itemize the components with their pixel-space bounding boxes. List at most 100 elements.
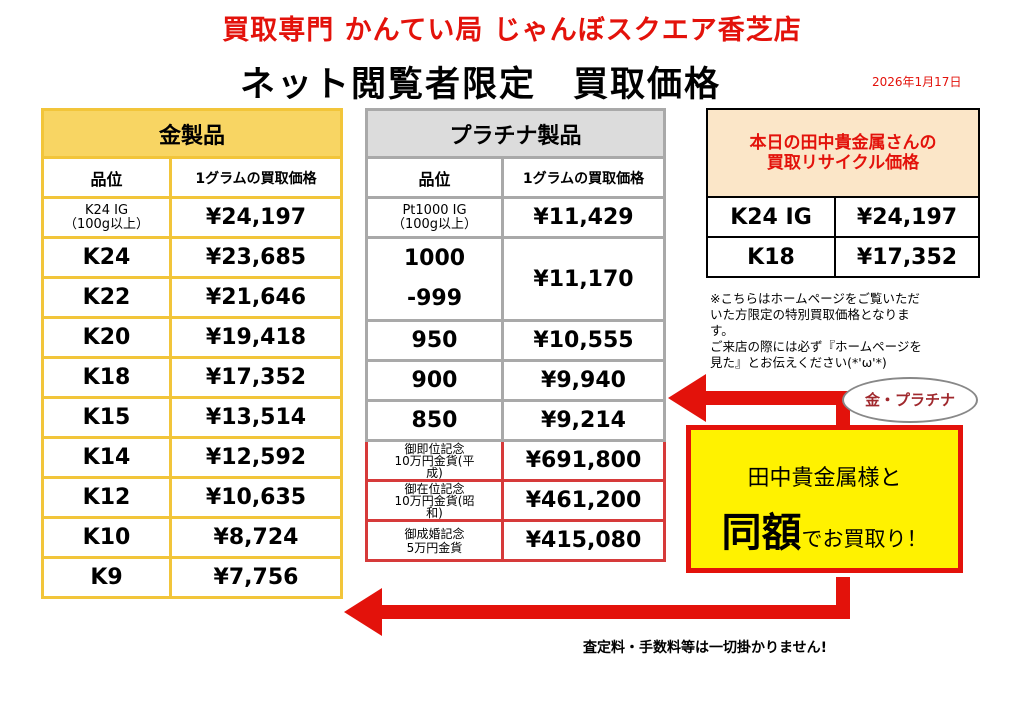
notice-line: いた方限定の特別買取価格となりま [710, 307, 910, 322]
page-title: ネット閲覧者限定 買取価格 [240, 65, 722, 105]
table-row: Pt1000 IG （100g以上） ¥11,429 [365, 196, 667, 239]
notice-line: ご来店の際には必ず『ホームページを [710, 339, 922, 354]
promo-line: 田中貴金属様と [747, 466, 902, 491]
arrow-to-gold-icon [344, 577, 850, 636]
price-cell: ¥11,170 [500, 236, 667, 322]
grade-line: -999 [406, 286, 463, 311]
table-row: K24 ¥23,685 [41, 236, 344, 279]
grade-cell: K20 [41, 316, 172, 359]
table-row: 御成婚記念 5万円金貨 ¥415,080 [365, 519, 667, 562]
arrow-to-platinum-icon [668, 374, 850, 427]
coin-name-line: 10万円金貨(平 [394, 453, 475, 468]
gold-col-grade: 品位 [41, 156, 172, 199]
coin-name-line: 和) [426, 505, 443, 520]
coin-name-cell: 御在位記念 10万円金貨(昭 和) [365, 479, 504, 522]
promo-line: 同額でお買取り！ [691, 500, 958, 558]
price-cell: ¥10,555 [500, 319, 667, 362]
price-cell: ¥461,200 [500, 479, 667, 522]
gold-col-price: 1グラムの買取価格 [168, 156, 344, 199]
platinum-caption: プラチナ製品 [364, 108, 667, 159]
grade-cell: K9 [41, 556, 172, 599]
grade-cell: K24 [41, 236, 172, 279]
date-label: 2026年1月17日 [872, 75, 962, 89]
tanaka-title-line: 買取リサイクル価格 [766, 153, 920, 173]
table-row: 御即位記念 10万円金貨(平 成) ¥691,800 [365, 439, 667, 482]
promo-rest: でお買取り！ [801, 527, 928, 551]
table-row: K14 ¥12,592 [41, 436, 344, 479]
table-row: K18 ¥17,352 [706, 236, 980, 278]
price-cell: ¥19,418 [168, 316, 344, 359]
price-cell: ¥415,080 [500, 519, 667, 562]
price-cell: ¥17,352 [834, 236, 980, 278]
notice-line: 見た』とお伝えください(*'ω'*) [710, 355, 887, 370]
grade-cell: 900 [365, 359, 504, 402]
gold-caption: 金製品 [40, 108, 344, 159]
price-cell: ¥23,685 [168, 236, 344, 279]
platinum-col-grade: 品位 [365, 156, 504, 199]
tanaka-title-line: 本日の田中貴金属さんの [749, 133, 937, 153]
table-row: K24 IG ¥24,197 [706, 196, 980, 238]
tanaka-title: 本日の田中貴金属さんの 買取リサイクル価格 [706, 108, 980, 198]
table-row: 御在位記念 10万円金貨(昭 和) ¥461,200 [365, 479, 667, 522]
grade-cell: Pt1000 IG （100g以上） [365, 196, 504, 239]
grade-line: （100g以上） [63, 216, 150, 232]
table-row: 950 ¥10,555 [365, 319, 667, 362]
grade-cell: K14 [41, 436, 172, 479]
table-row: K12 ¥10,635 [41, 476, 344, 519]
promo-box: 田中貴金属様と 同額でお買取り！ [686, 425, 963, 573]
platinum-price-table: プラチナ製品 品位 1グラムの買取価格 Pt1000 IG （100g以上） ¥… [364, 108, 667, 562]
price-cell: ¥24,197 [168, 196, 344, 239]
price-cell: ¥24,197 [834, 196, 980, 238]
grade-line: （100g以上） [391, 216, 478, 232]
coin-name-line: 御成婚記念 [404, 526, 465, 541]
speech-bubble: 金・プラチナ [842, 377, 978, 423]
table-row: K9 ¥7,756 [41, 556, 344, 599]
table-row: K22 ¥21,646 [41, 276, 344, 319]
grade-cell: K18 [41, 356, 172, 399]
grade-cell: K15 [41, 396, 172, 439]
coin-name-line: 御在位記念 [404, 481, 465, 496]
price-cell: ¥8,724 [168, 516, 344, 559]
grade-line: 1000 [403, 246, 466, 271]
table-row: K18 ¥17,352 [41, 356, 344, 399]
store-title: 買取専門 かんてい局 じゃんぼスクエア香芝店 [222, 15, 802, 46]
grade-cell: K24 IG [706, 196, 836, 238]
table-row: K24 IG （100g以上） ¥24,197 [41, 196, 344, 239]
grade-cell: K10 [41, 516, 172, 559]
footer-note: 査定料・手数料等は一切掛かりません! [583, 640, 827, 656]
price-cell: ¥691,800 [500, 439, 667, 482]
coin-name-line: 御即位記念 [404, 441, 465, 456]
table-row: K10 ¥8,724 [41, 516, 344, 559]
grade-cell: K22 [41, 276, 172, 319]
platinum-col-price: 1グラムの買取価格 [500, 156, 667, 199]
grade-cell: 850 [365, 399, 504, 442]
price-cell: ¥9,214 [500, 399, 667, 442]
coin-name-cell: 御成婚記念 5万円金貨 [365, 519, 504, 562]
grade-cell: K18 [706, 236, 836, 278]
notice-line: ※こちらはホームページをご覧いただ [710, 291, 920, 306]
price-cell: ¥21,646 [168, 276, 344, 319]
grade-line: Pt1000 IG [402, 202, 467, 218]
coin-name-line: 10万円金貨(昭 [394, 493, 475, 508]
price-cell: ¥12,592 [168, 436, 344, 479]
table-row: 900 ¥9,940 [365, 359, 667, 402]
notice-text: ※こちらはホームページをご覧いただ いた方限定の特別買取価格となりま す。 ご来… [710, 291, 982, 371]
coin-name-line: 5万円金貨 [406, 540, 463, 555]
promo-emphasis: 同額 [721, 510, 802, 556]
notice-line: す。 [710, 323, 734, 338]
price-cell: ¥7,756 [168, 556, 344, 599]
price-cell: ¥11,429 [500, 196, 667, 239]
coin-name-cell: 御即位記念 10万円金貨(平 成) [365, 439, 504, 482]
price-cell: ¥17,352 [168, 356, 344, 399]
grade-cell: 1000 -999 [365, 236, 504, 322]
grade-cell: K24 IG （100g以上） [41, 196, 172, 239]
coin-name-line: 成) [426, 465, 443, 480]
table-row: 850 ¥9,214 [365, 399, 667, 442]
grade-cell: K12 [41, 476, 172, 519]
table-row: K15 ¥13,514 [41, 396, 344, 439]
grade-line: K24 IG [84, 202, 129, 218]
price-cell: ¥10,635 [168, 476, 344, 519]
table-row: 1000 -999 ¥11,170 [365, 236, 667, 322]
price-cell: ¥9,940 [500, 359, 667, 402]
